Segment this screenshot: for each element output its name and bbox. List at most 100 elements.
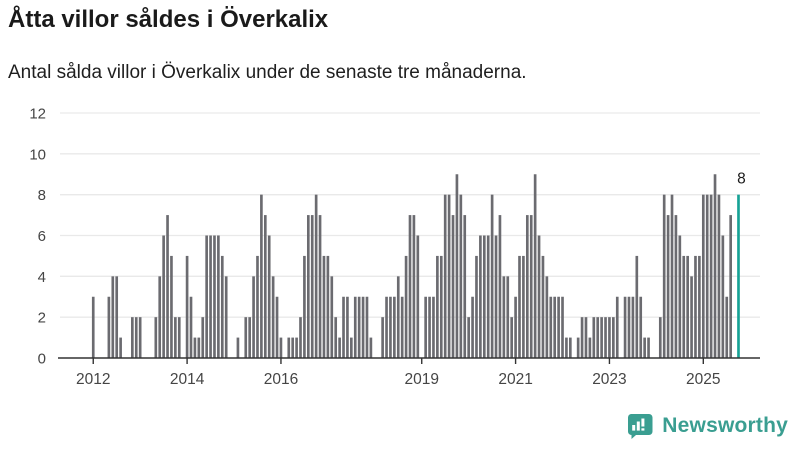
bar — [459, 194, 463, 358]
bar — [447, 194, 451, 358]
bar — [608, 317, 611, 358]
bar — [174, 317, 177, 358]
bar — [338, 337, 341, 358]
highlighted-bar — [737, 194, 740, 358]
bar — [205, 235, 208, 358]
x-axis-tick-label: 2019 — [404, 371, 438, 388]
bar — [217, 235, 220, 358]
bar — [482, 235, 486, 358]
bar — [498, 215, 502, 358]
bar — [580, 317, 584, 358]
y-axis-tick-label: 10 — [29, 146, 46, 163]
bar — [299, 317, 302, 358]
x-axis-tick-label: 2012 — [76, 371, 110, 388]
bar — [158, 276, 162, 358]
bar — [412, 215, 416, 358]
bar — [162, 235, 165, 358]
y-axis-tick-label: 12 — [29, 106, 46, 123]
bar — [674, 215, 678, 358]
bar — [643, 337, 646, 358]
bar — [436, 255, 439, 358]
bar — [342, 296, 345, 358]
bar — [502, 276, 506, 358]
bar — [428, 296, 431, 358]
bar — [541, 255, 545, 358]
bar — [627, 296, 631, 358]
bar — [138, 317, 142, 358]
bar — [647, 337, 650, 358]
x-axis-tick-label: 2014 — [170, 371, 205, 388]
y-axis-tick-label: 2 — [38, 310, 46, 327]
bar — [404, 255, 408, 358]
bar — [490, 194, 494, 358]
bar — [306, 215, 310, 358]
bar — [713, 174, 717, 358]
bar — [729, 215, 732, 358]
bar — [690, 276, 693, 358]
bar — [662, 194, 666, 358]
bar — [193, 337, 197, 358]
bar — [533, 174, 537, 358]
bar — [639, 296, 643, 358]
bar — [565, 337, 568, 358]
bar — [166, 215, 169, 358]
bar — [467, 317, 470, 358]
bar — [279, 337, 283, 358]
bar — [604, 317, 607, 358]
brand-name: Newsworthy — [662, 414, 788, 437]
bar — [213, 235, 216, 358]
x-axis-tick-label: 2025 — [686, 371, 720, 388]
bar — [592, 317, 596, 358]
bar — [197, 337, 201, 358]
bar — [275, 296, 279, 358]
bar — [666, 215, 670, 358]
x-axis-tick-label: 2016 — [264, 371, 298, 388]
bar — [479, 235, 482, 358]
bar — [224, 276, 228, 358]
bar — [522, 255, 525, 358]
bar — [545, 276, 549, 358]
bar — [721, 235, 725, 358]
bar — [170, 255, 173, 358]
bar — [248, 317, 251, 358]
bar — [326, 255, 330, 358]
bar — [134, 317, 138, 358]
bar — [244, 317, 248, 358]
y-axis-tick-label: 4 — [38, 269, 46, 286]
bar — [385, 296, 388, 358]
bar — [185, 255, 189, 358]
bar — [576, 337, 580, 358]
bar — [698, 255, 701, 358]
bar — [267, 235, 271, 358]
newsworthy-chart-bubble-icon — [628, 414, 653, 439]
bar — [303, 255, 306, 358]
bar — [252, 276, 255, 358]
bar — [361, 296, 365, 358]
bar — [486, 235, 490, 358]
bar — [263, 215, 267, 358]
x-axis-tick-label: 2021 — [498, 371, 532, 388]
bar — [518, 255, 521, 358]
bar — [553, 296, 557, 358]
bar — [588, 337, 592, 358]
bar — [111, 276, 115, 358]
bar — [569, 337, 572, 358]
bar — [189, 296, 193, 358]
bar — [350, 337, 353, 358]
newsworthy-logo: Newsworthy — [626, 412, 788, 440]
bar — [389, 296, 392, 358]
bar — [107, 296, 111, 358]
bar — [416, 235, 420, 358]
bar — [615, 296, 619, 358]
bar — [694, 255, 697, 358]
highlight-value-label: 8 — [737, 171, 746, 188]
bar — [424, 296, 427, 358]
bar — [365, 296, 369, 358]
bar — [119, 337, 122, 358]
bar — [318, 215, 322, 358]
bar — [596, 317, 600, 358]
bubble-shape — [628, 414, 653, 439]
bar — [725, 296, 729, 358]
bar — [381, 317, 384, 358]
